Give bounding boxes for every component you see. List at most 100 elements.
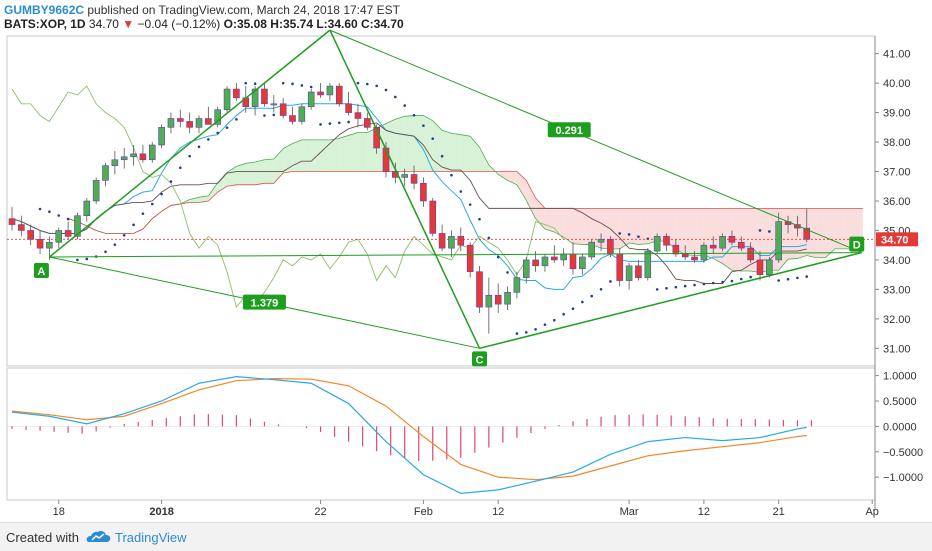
time-tick-label: Ap (865, 506, 878, 518)
sar-dot (506, 271, 509, 274)
sar-dot (749, 275, 752, 279)
candle-body (36, 239, 44, 249)
sar-dot (253, 82, 257, 86)
cloud-segment (255, 159, 265, 185)
candle-body (335, 85, 343, 105)
last-price-badge (876, 232, 918, 247)
candle-body (233, 88, 240, 99)
candle-body (410, 174, 418, 184)
candle-body (494, 294, 502, 305)
ichimoku-cloud (68, 115, 863, 273)
tradingview-logo-icon[interactable] (86, 528, 112, 546)
sar-dot (459, 190, 463, 193)
cloud-segment (610, 208, 620, 249)
pattern-ratio-ad (49, 252, 862, 258)
candle-body (457, 236, 465, 246)
sar-dot (104, 250, 107, 254)
sar-dot (122, 233, 126, 237)
sar-dot (571, 307, 575, 311)
tradingview-brand[interactable]: TradingView (115, 530, 187, 545)
cloud-segment (647, 208, 658, 244)
candle-body (92, 180, 100, 202)
price-tick-label: 37.00 (883, 167, 911, 179)
candle-body (27, 230, 35, 240)
kijun-line (11, 122, 807, 284)
sar-dot (412, 113, 416, 117)
sar-dot (553, 318, 556, 322)
sar-dot (375, 84, 378, 88)
cloud-segment (395, 116, 405, 172)
candle-body (653, 236, 661, 252)
candle-body (448, 236, 455, 249)
pattern-leg-cd (479, 251, 862, 350)
cloud-segment (544, 208, 555, 232)
cloud-segment (554, 208, 564, 238)
cloud-segment (657, 208, 667, 242)
cloud-segment (451, 133, 461, 172)
cloud-segment (834, 208, 845, 249)
candle-body (64, 230, 72, 237)
candle-body (560, 253, 567, 261)
candle-body (766, 259, 773, 275)
price-tick-label: 31.00 (883, 343, 911, 355)
candle-body (139, 153, 147, 161)
sar-dot (403, 104, 407, 107)
author-name[interactable]: GUMBY9662C (4, 3, 85, 17)
pattern-point-d-box (849, 236, 865, 252)
sar-dot (197, 145, 201, 149)
pattern-ratio-bd (329, 29, 862, 254)
sar-dot (674, 285, 678, 289)
cloud-segment (442, 130, 452, 172)
sar-dot (337, 121, 341, 125)
sar-dot (496, 255, 500, 259)
candle-body (775, 221, 783, 261)
cloud-segment (189, 197, 199, 203)
time-tick-label: 21 (773, 506, 785, 518)
sar-dot (272, 113, 276, 117)
candle-body (513, 277, 521, 293)
candle-body (401, 174, 409, 178)
price-chart[interactable]: A C D 1.379 0.291 41.00 40.00 39.00 38.00 37.00 3… (0, 0, 932, 522)
cloud-segment (348, 132, 358, 172)
sar-dot (76, 258, 79, 262)
time-tick-label: 12 (492, 506, 504, 518)
sar-dot (721, 280, 724, 284)
sar-dot (347, 120, 350, 124)
cloud-segment (713, 208, 723, 264)
cloud-segment (357, 132, 368, 172)
candle-body (719, 236, 726, 249)
candle-body (756, 259, 764, 275)
candle-body (8, 218, 16, 225)
ratio-label-1379: 1.379 (251, 298, 279, 310)
cloud-segment (788, 208, 798, 260)
cloud-segment (573, 208, 583, 245)
cloud-segment (236, 163, 246, 185)
candle-body (466, 244, 474, 273)
sar-dot (440, 154, 444, 158)
sar-dot (207, 138, 210, 141)
candle-body (158, 127, 165, 146)
candle-body (588, 241, 596, 258)
cloud-segment (479, 147, 489, 172)
sar-dot (796, 276, 799, 280)
sar-dot (450, 173, 453, 177)
sar-dot (543, 323, 547, 326)
ratio-label-0291-box (547, 122, 591, 138)
price-tick-label: 33.00 (883, 284, 911, 296)
last-price: 34.70 (88, 17, 119, 31)
last-price-badge-label: 34.70 (881, 234, 909, 246)
candle-body (747, 247, 754, 261)
cloud-segment (516, 171, 527, 201)
candle-body (195, 118, 203, 128)
span-a-line (67, 115, 863, 273)
cloud-segment (432, 120, 443, 172)
sar-dot (328, 122, 332, 125)
sar-dot (113, 243, 117, 246)
candle-body (635, 265, 642, 278)
sar-dot (225, 126, 229, 129)
cloud-segment (675, 208, 686, 255)
candle-body (550, 256, 558, 261)
cloud-segment (283, 143, 293, 174)
candle-body (279, 103, 287, 116)
cloud-segment (760, 208, 770, 273)
